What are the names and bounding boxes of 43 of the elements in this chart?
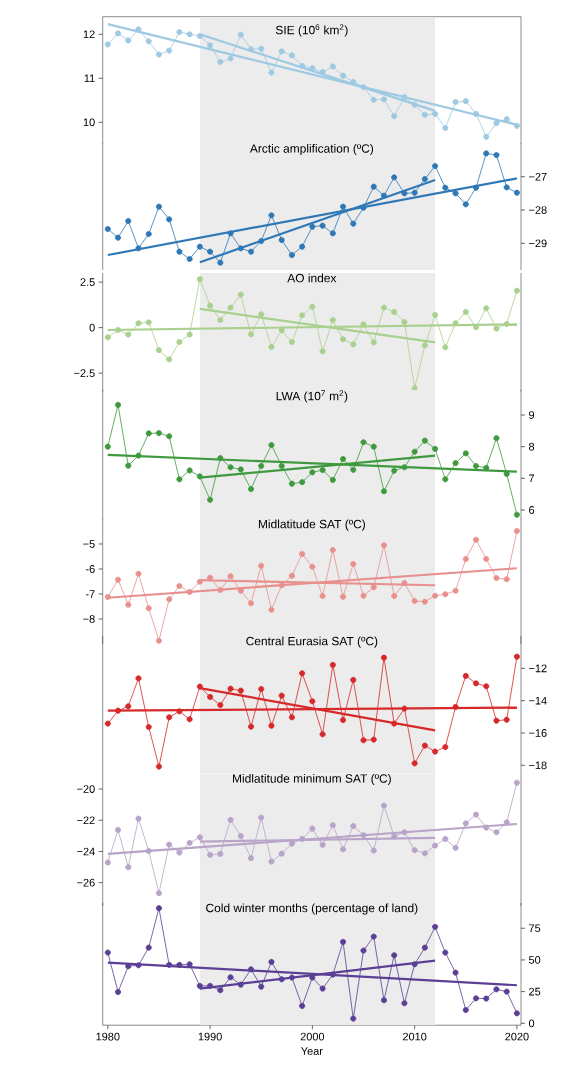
y-tick-label: −24 [77,847,95,856]
y2-tick-label: −28 [529,206,547,214]
y-tick-label: 0 [89,323,95,332]
chart-title: LWA (10$^{7}$ m$^{2}$) [276,390,348,403]
y2-tick-label: 6 [529,506,535,514]
x-tick-label: 2020 [505,1032,529,1041]
x-tick-label: 2010 [402,1032,427,1041]
y-tick-label: −26 [77,878,95,887]
chart-title: Midlatitude minimum SAT (ºC) [233,773,391,786]
y-tick-label: 2.5 [80,278,95,286]
chart-title: Arctic amplification (ºC) [249,143,374,156]
y-tick-label: −2.5 [74,369,95,378]
x-tick-label: 1990 [198,1032,222,1041]
y-tick-label: −20 [77,785,95,793]
x-tick-label: 2000 [300,1032,325,1041]
chart-title: Central Eurasia SAT (ºC) [246,636,378,648]
y2-tick-label: 0 [528,1019,535,1028]
y2-tick-label: 75 [529,924,541,933]
chart-title: AO index [287,273,337,283]
y-tick-label: -7 [85,590,95,598]
y-tick-label: 12 [83,30,95,39]
y2-tick-label: 50 [528,956,541,964]
y-tick-label: −5 [83,540,95,548]
y-tick-label: −8 [83,615,95,623]
text: SIE (10$^{6}$ km$^{2}$) [275,24,348,37]
y2-tick-label: −14 [529,696,547,705]
y2-tick-label: 25 [529,987,541,996]
y-tick-label: 10 [83,118,95,127]
x-axis-title: Year [301,1047,323,1055]
y2-tick-label: −16 [529,729,547,737]
y-tick-label: 11 [84,74,95,83]
y2-tick-label: −29 [529,239,547,248]
chart-title: Cold winter months (percentage of land) [206,903,418,915]
y-tick-label: -6 [85,565,95,573]
y2-tick-label: −27 [529,172,547,181]
chart-title: Midlatitude SAT (ºC) [258,519,365,531]
y2-tick-label: 9 [529,411,535,419]
y2-tick-label: −18 [529,761,547,770]
x-tick-label: 1980 [96,1032,120,1041]
y2-tick-label: 7 [529,474,535,483]
y-tick-label: −22 [77,816,95,825]
y2-tick-label: −12 [529,664,547,673]
y2-tick-label: 8 [528,442,535,451]
